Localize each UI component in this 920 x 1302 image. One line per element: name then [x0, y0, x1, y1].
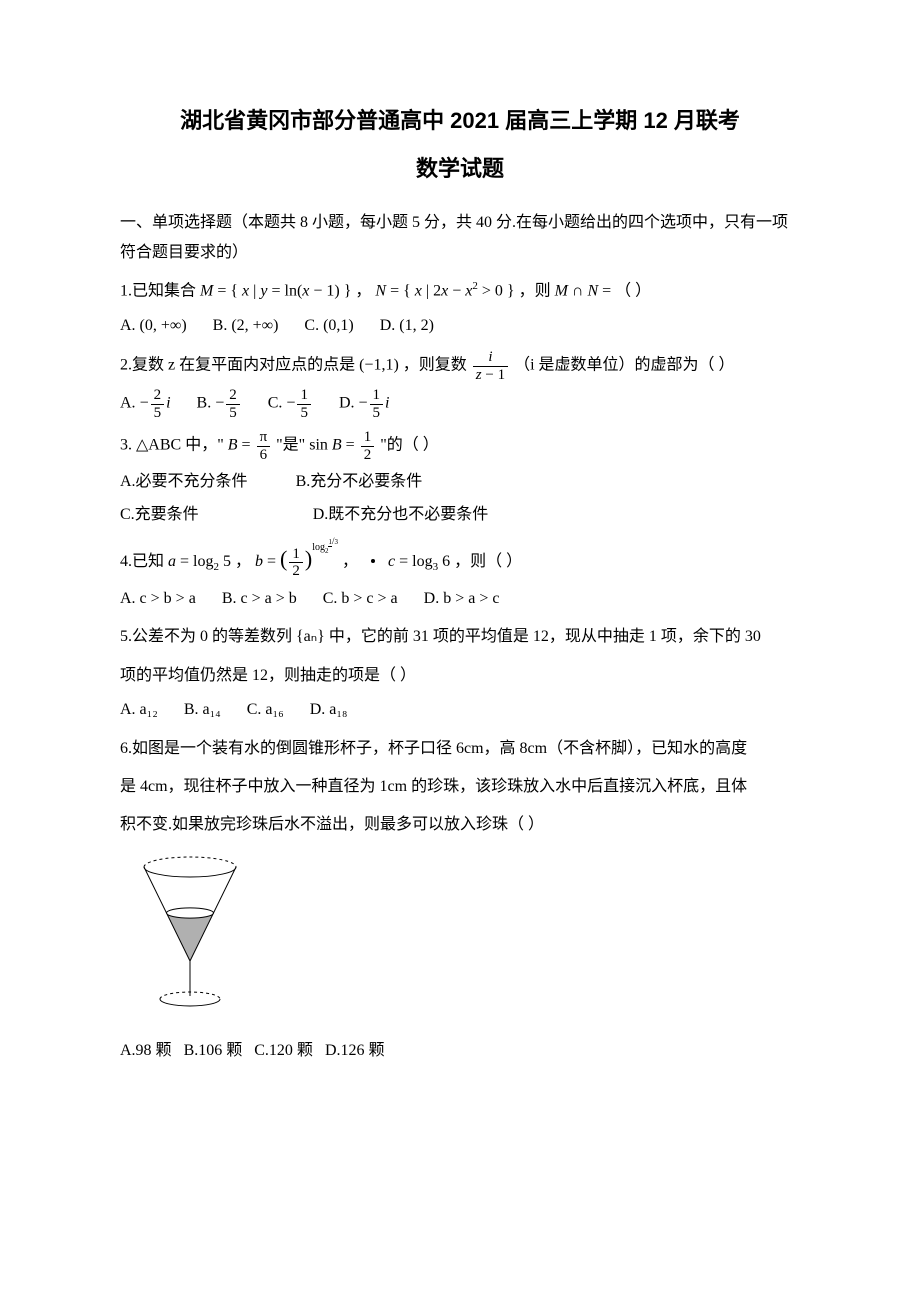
q6-options: A.98 颗 B.106 颗 C.120 颗 D.126 颗 — [120, 1036, 800, 1066]
q5-optD: D. a₁₈ — [310, 701, 348, 718]
text: ， — [355, 283, 371, 300]
q3-options-row2: C.充要条件 D.既不充分也不必要条件 — [120, 500, 800, 530]
q3-optC: C.充要条件 — [120, 506, 199, 523]
question-5-line2: 项的平均值仍然是 12，则抽走的项是（ ） — [120, 661, 800, 691]
q3-optD: D.既不充分也不必要条件 — [313, 506, 489, 523]
page-title: 湖北省黄冈市部分普通高中 2021 届高三上学期 12 月联考 — [120, 100, 800, 142]
q4-options: A. c > b > a B. c > a > b C. b > c > a D… — [120, 584, 800, 614]
q1-optA: A. (0, +∞) — [120, 317, 187, 334]
q1-optC: C. (0,1) — [304, 317, 353, 334]
q1-optB: B. (2, +∞) — [213, 317, 279, 334]
question-1: 1.已知集合 M = { x | y = ln(x − 1) } ， N = {… — [120, 276, 800, 307]
q3-label: 3. △ABC 中，" — [120, 437, 228, 454]
q4-label: 4.已知 — [120, 553, 168, 570]
question-4: 4.已知 a = log2 5 ， b = (12)log21/3 ， c = … — [120, 538, 800, 580]
q4-tail: ，则（ ） — [454, 553, 522, 570]
q1-optD: D. (1, 2) — [380, 317, 434, 334]
question-6-line2: 是 4cm，现往杯子中放入一种直径为 1cm 的珍珠，该珍珠放入水中后直接沉入杯… — [120, 772, 800, 802]
q1-label: 1.已知集合 — [120, 283, 200, 300]
question-5-line1: 5.公差不为 0 的等差数列 {aₙ} 中，它的前 31 项的平均值是 12，现… — [120, 622, 800, 652]
q5-options: A. a₁₂ B. a₁₄ C. a₁₆ D. a₁₈ — [120, 695, 800, 725]
question-6-line3: 积不变.如果放完珍珠后水不溢出，则最多可以放入珍珠（ ） — [120, 810, 800, 840]
cup-svg — [120, 851, 260, 1021]
q3-optB: B.充分不必要条件 — [296, 473, 423, 490]
q3-optA: A.必要不充分条件 — [120, 473, 248, 490]
q2-optC: C. — [268, 395, 283, 412]
q6-optA: A.98 颗 — [120, 1042, 172, 1059]
q4-optA: A. c > b > a — [120, 590, 196, 607]
q3-a: "是" — [276, 437, 309, 454]
cup-figure — [120, 851, 800, 1032]
question-6-line1: 6.如图是一个装有水的倒圆锥形杯子，杯子口径 6cm，高 8cm（不含杯脚），已… — [120, 734, 800, 764]
q2-options: A. −25i B. −25 C. −15 D. −15i — [120, 387, 800, 421]
question-3: 3. △ABC 中，" B = π6 "是" sin B = 12 "的（ ） — [120, 429, 800, 463]
q6-optB: B.106 颗 — [184, 1042, 243, 1059]
q3-b: "的（ ） — [380, 437, 439, 454]
q4-sep2: ， — [342, 553, 358, 570]
q6-optD: D.126 颗 — [325, 1042, 385, 1059]
q5-optB: B. a₁₄ — [184, 701, 221, 718]
q2-optA: A. — [120, 395, 136, 412]
q6-optC: C.120 颗 — [254, 1042, 313, 1059]
section-header: 一、单项选择题（本题共 8 小题，每小题 5 分，共 40 分.在每小题给出的四… — [120, 208, 800, 269]
question-2: 2.复数 z 在复平面内对应点的点是 (−1,1) ，则复数 iz − 1 （i… — [120, 349, 800, 383]
q2-optB: B. — [197, 395, 212, 412]
q4-optB: B. c > a > b — [222, 590, 297, 607]
q3-options-row1: A.必要不充分条件 B.充分不必要条件 — [120, 467, 800, 497]
page-subtitle: 数学试题 — [120, 148, 800, 190]
q4-optC: C. b > c > a — [323, 590, 398, 607]
q4-optD: D. b > a > c — [424, 590, 500, 607]
q2-label: 2.复数 z 在复平面内对应点的点是 (−1,1) ，则复数 — [120, 357, 471, 374]
dot-marker-icon — [368, 547, 378, 577]
text: （ ） — [615, 283, 651, 300]
q1-options: A. (0, +∞) B. (2, +∞) C. (0,1) D. (1, 2) — [120, 311, 800, 341]
text: ，则 — [519, 283, 555, 300]
q2-optD: D. — [339, 395, 355, 412]
q5-optC: C. a₁₆ — [247, 701, 284, 718]
q4-sep1: ， — [235, 553, 251, 570]
q5-optA: A. a₁₂ — [120, 701, 158, 718]
q2-tail: （i 是虚数单位）的虚部为（ ） — [514, 357, 734, 374]
